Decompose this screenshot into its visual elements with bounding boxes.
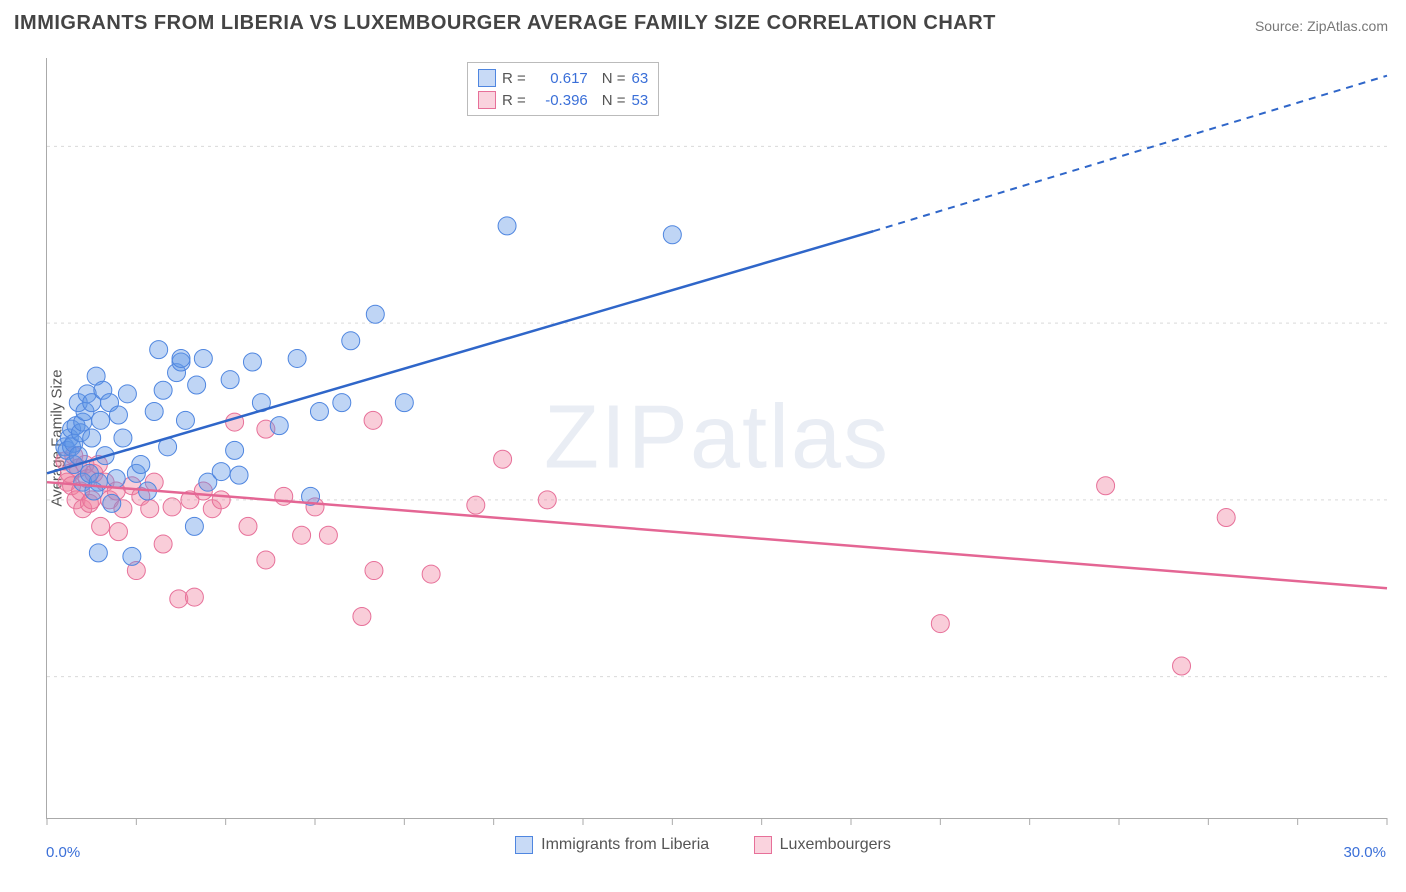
source-label: Source: ZipAtlas.com — [1255, 18, 1388, 34]
r-label: R = — [502, 92, 526, 109]
y-tick-label: 3.00 — [1393, 490, 1406, 507]
stats-legend: R = 0.617 N = 63 R = -0.396 N = 53 — [467, 62, 659, 116]
n-value: 63 — [632, 70, 649, 87]
stats-row-pink: R = -0.396 N = 53 — [478, 89, 648, 111]
plot-area: Average Family Size ZIPatlas R = 0.617 N… — [46, 58, 1387, 819]
chart-title: IMMIGRANTS FROM LIBERIA VS LUXEMBOURGER … — [14, 12, 996, 35]
square-icon — [478, 91, 496, 109]
stats-row-blue: R = 0.617 N = 63 — [478, 67, 648, 89]
y-tick-label: 5.00 — [1393, 136, 1406, 153]
n-label: N = — [602, 92, 626, 109]
x-axis-labels: 0.0% 30.0% — [46, 830, 1386, 880]
r-label: R = — [502, 70, 526, 87]
x-tick-label-max: 30.0% — [1343, 844, 1386, 861]
y-tick-label: 2.00 — [1393, 667, 1406, 684]
square-icon — [478, 69, 496, 87]
y-tick-label: 4.00 — [1393, 313, 1406, 330]
x-tick-label-min: 0.0% — [46, 844, 80, 861]
r-value: 0.617 — [532, 70, 588, 87]
n-value: 53 — [632, 92, 649, 109]
n-label: N = — [602, 70, 626, 87]
r-value: -0.396 — [532, 92, 588, 109]
chart-svg — [47, 58, 1387, 818]
